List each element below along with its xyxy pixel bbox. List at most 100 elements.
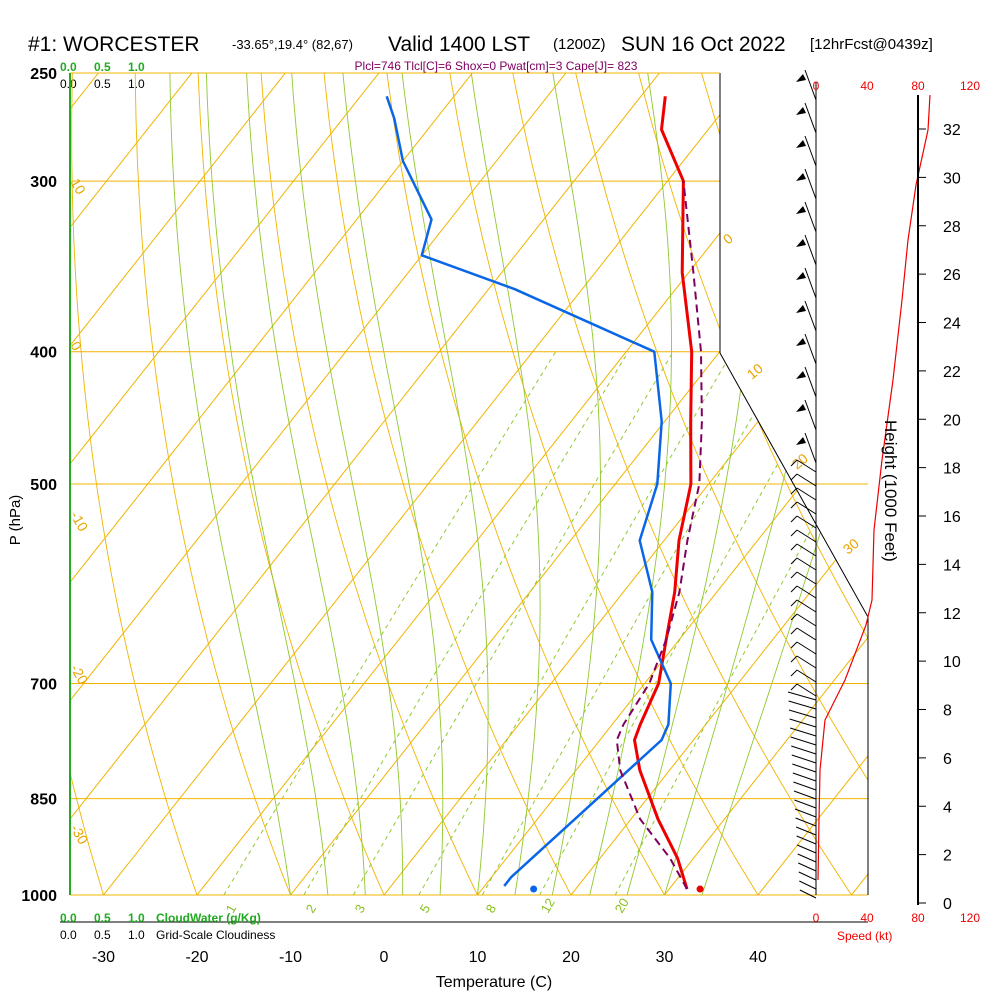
wind-barb bbox=[796, 557, 817, 571]
wind-speed-profile bbox=[817, 94, 931, 881]
temperature-tick-label: 40 bbox=[749, 949, 767, 966]
wind-barb-flag bbox=[796, 74, 806, 82]
dry-adiabat-line bbox=[512, 73, 868, 895]
wind-barb bbox=[796, 585, 817, 599]
mixing-ratio-line bbox=[223, 351, 557, 895]
bottom-black-legend-0: 0.0 bbox=[60, 928, 77, 942]
height-tick-label: 24 bbox=[943, 316, 961, 333]
pressure-tick-label: 300 bbox=[30, 174, 57, 191]
bottom-green-legend-2: 1.0 bbox=[128, 911, 145, 925]
wind-barb-feather bbox=[790, 557, 798, 565]
wind-barb bbox=[804, 102, 817, 134]
dry-adiabat-line bbox=[70, 73, 114, 895]
chart-date: SUN 16 Oct 2022 bbox=[621, 33, 786, 56]
wind-barb bbox=[796, 515, 817, 529]
speed-tick-label-bottom: 80 bbox=[911, 911, 925, 925]
dry-adiabat-line bbox=[386, 73, 682, 895]
adiabat-label: 0 bbox=[720, 230, 736, 247]
wind-barb-feather bbox=[790, 571, 798, 579]
wind-barb bbox=[796, 655, 817, 669]
wind-barb bbox=[796, 627, 817, 641]
moist-adiabat-line bbox=[169, 73, 291, 895]
parcel-line bbox=[615, 180, 703, 890]
isotherm-line bbox=[547, 73, 868, 895]
adiabat-label: 30 bbox=[840, 535, 862, 557]
top-green-legend-0: 0.0 bbox=[60, 60, 77, 74]
plot-frame-right bbox=[719, 73, 869, 895]
chart-parameters: Plcl=746 Tlcl[C]=6 Shox=0 Pwat[cm]=3 Cap… bbox=[355, 59, 638, 73]
wind-barb bbox=[795, 826, 817, 836]
height-tick-label: 12 bbox=[943, 606, 961, 623]
mixing-ratio-label: 20 bbox=[612, 895, 632, 915]
height-tick-label: 6 bbox=[943, 751, 952, 768]
temperature-tick-label: -20 bbox=[185, 949, 208, 966]
wind-barb bbox=[790, 727, 817, 737]
wind-barb-feather bbox=[790, 529, 798, 537]
wind-barb bbox=[798, 862, 817, 872]
wind-barb bbox=[791, 754, 817, 764]
wind-barb bbox=[795, 817, 817, 827]
wind-barb bbox=[796, 487, 817, 501]
height-tick-label: 10 bbox=[943, 654, 961, 671]
height-axis-label: Height (1000 Feet) bbox=[881, 420, 900, 562]
wind-barb-flag bbox=[796, 437, 806, 445]
pressure-tick-label: 400 bbox=[30, 345, 57, 362]
wind-barb bbox=[793, 790, 817, 800]
wind-barb bbox=[804, 168, 817, 200]
wind-barb bbox=[804, 399, 817, 431]
wind-barb-flag bbox=[796, 239, 806, 247]
mixing-ratio-line bbox=[614, 351, 868, 895]
dry-adiabat-line bbox=[890, 73, 1000, 924]
adiabat-label: -30 bbox=[67, 822, 91, 848]
mixing-ratio-label: 3 bbox=[352, 902, 369, 916]
mixing-ratio-label: 5 bbox=[417, 902, 434, 916]
wind-barb bbox=[799, 880, 817, 890]
wind-barb bbox=[796, 473, 817, 487]
dry-adiabat-line bbox=[953, 73, 1000, 924]
adiabat-label: -10 bbox=[67, 509, 91, 535]
top-black-legend-2: 1.0 bbox=[128, 77, 145, 91]
adiabat-label: 20 bbox=[789, 450, 811, 472]
wind-barb bbox=[796, 599, 817, 613]
wind-barb-flag bbox=[796, 338, 806, 346]
sounding-profiles bbox=[385, 95, 704, 893]
height-tick-label: 18 bbox=[943, 461, 961, 478]
temperature-tick-label: -10 bbox=[279, 949, 302, 966]
wind-barb bbox=[804, 432, 817, 464]
wind-barb bbox=[794, 808, 817, 818]
wind-speed-line bbox=[817, 94, 931, 881]
bottom-green-legend-1: 0.5 bbox=[94, 911, 111, 925]
height-tick-label: 20 bbox=[943, 412, 961, 429]
wind-barb bbox=[793, 781, 817, 791]
wind-barb bbox=[796, 459, 817, 473]
surface-temperature-marker bbox=[696, 885, 704, 893]
height-tick-label: 14 bbox=[943, 557, 961, 574]
wind-barb-feather bbox=[790, 683, 798, 691]
mixing-ratio-label: 8 bbox=[483, 902, 500, 916]
dry-adiabat-lines bbox=[70, 73, 1000, 924]
height-tick-label: 26 bbox=[943, 267, 961, 284]
wind-barb bbox=[804, 135, 817, 167]
chart-utc-time: (1200Z) bbox=[553, 36, 606, 53]
wind-barb-feather bbox=[790, 487, 798, 495]
wind-barb bbox=[796, 641, 817, 655]
wind-barb-feather bbox=[790, 501, 798, 509]
wind-barb bbox=[804, 201, 817, 233]
pressure-tick-label: 500 bbox=[30, 477, 57, 494]
bottom-green-legend-0: 0.0 bbox=[60, 911, 77, 925]
wind-barb bbox=[788, 709, 817, 719]
isotherm-line bbox=[70, 73, 586, 895]
moist-adiabat-line bbox=[342, 73, 444, 895]
height-tick-label: 0 bbox=[943, 896, 952, 913]
wind-barb-feather bbox=[790, 543, 798, 551]
wind-barb bbox=[796, 613, 817, 627]
isotherm-line bbox=[70, 73, 399, 895]
dry-adiabat-line bbox=[134, 73, 303, 895]
isotherm-line bbox=[734, 73, 868, 895]
isotherm-line bbox=[360, 73, 868, 895]
dry-adiabat-line bbox=[71, 73, 208, 895]
wind-barb-flag bbox=[796, 371, 806, 379]
speed-tick-label-bottom: 120 bbox=[960, 911, 980, 925]
dry-adiabat-line bbox=[260, 73, 493, 895]
surface-dewpoint-marker bbox=[530, 885, 538, 893]
